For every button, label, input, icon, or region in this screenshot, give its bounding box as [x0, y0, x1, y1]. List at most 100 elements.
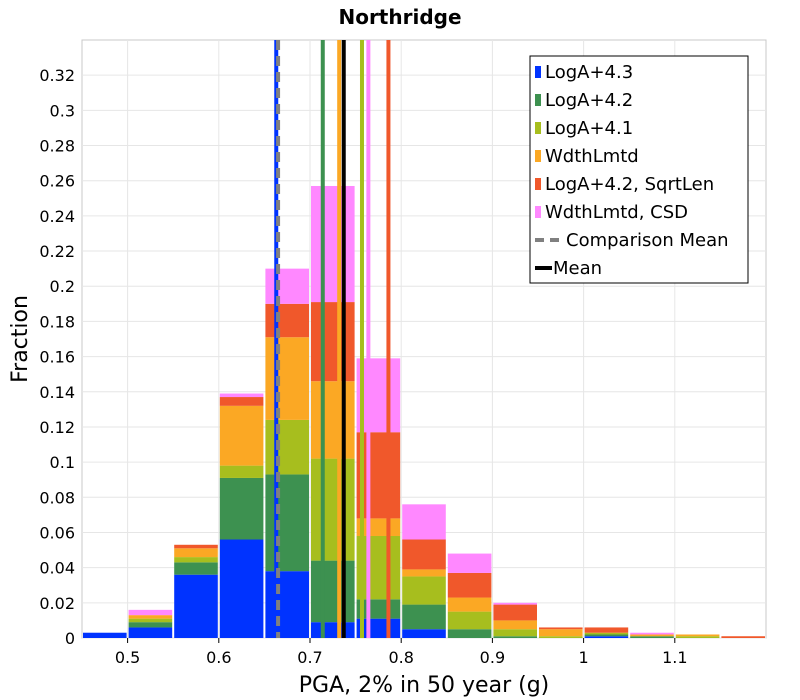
bar-loga-4-2 [174, 562, 218, 575]
y-tick-label: 0.24 [39, 207, 75, 226]
bar-wdthlmtd [539, 629, 583, 637]
bar-loga-4-3 [174, 574, 218, 638]
x-tick-label: 0.7 [297, 648, 322, 667]
x-axis-label: PGA, 2% in 50 year (g) [299, 673, 550, 698]
bar-loga-4-2 [219, 477, 264, 540]
bar-wdthlmtd-csd [219, 393, 264, 398]
y-tick-label: 0.02 [39, 594, 75, 613]
bar-loga-4-2 [584, 634, 629, 637]
bar-wdthlmtd [402, 569, 446, 577]
x-tick-label: 0.8 [388, 648, 413, 667]
y-axis-label: Fraction [8, 295, 33, 383]
legend-swatch [535, 178, 541, 190]
bar-loga-4-3 [402, 629, 446, 638]
bar-loga-4-1 [675, 636, 720, 638]
bar-loga-4-2-sqrtlen [584, 627, 629, 633]
bar-loga-4-2-sqrtlen [265, 303, 309, 338]
bar-loga-4-2-sqrtlen [447, 572, 492, 598]
legend-swatch [535, 150, 541, 162]
x-tick-label: 0.5 [115, 648, 140, 667]
bar-wdthlmtd [493, 620, 537, 630]
bar-loga-4-3 [128, 627, 173, 638]
bar-loga-4-1 [402, 576, 446, 605]
bar-loga-4-3 [265, 571, 309, 638]
legend-entry: LogA+4.2 [545, 90, 633, 111]
bar-loga-4-2 [311, 560, 355, 623]
bar-wdthlmtd-csd [265, 268, 309, 304]
legend-box [529, 55, 749, 284]
y-tick-label: 0.04 [39, 559, 75, 578]
x-tick-label: 0.9 [480, 648, 505, 667]
bar-loga-4-2 [402, 604, 446, 630]
bar-loga-4-2 [493, 636, 537, 638]
chart-title: Northridge [338, 5, 461, 29]
legend-swatch [535, 206, 541, 218]
x-tick-label: 1.1 [662, 648, 687, 667]
bar-loga-4-2 [265, 474, 309, 572]
legend-entry: LogA+4.1 [545, 118, 633, 139]
bar-loga-4-3 [83, 632, 127, 638]
y-tick-label: 0.16 [39, 348, 75, 367]
bar-wdthlmtd [219, 405, 264, 466]
bar-loga-4-1 [447, 611, 492, 630]
bar-loga-4-3 [584, 636, 629, 638]
y-tick-label: 0.28 [39, 137, 75, 156]
bar-wdthlmtd [128, 615, 173, 619]
legend: LogA+4.3 LogA+4.2 LogA+4.1 WdthLmtd LogA+4.2… [529, 55, 749, 284]
legend-swatch [535, 122, 541, 134]
legend-entry: LogA+4.2, SqrtLen [545, 174, 714, 195]
bar-loga-4-1 [539, 636, 583, 638]
bar-loga-4-1 [128, 618, 173, 623]
y-tick-label: 0.1 [50, 453, 75, 472]
bar-wdthlmtd-csd [447, 553, 492, 573]
bar-loga-4-1 [311, 458, 355, 561]
legend-swatch [535, 94, 541, 106]
bar-loga-4-3 [219, 539, 264, 638]
bar-wdthlmtd-csd [128, 609, 173, 616]
bar-loga-4-2-sqrtlen [311, 302, 355, 382]
legend-entry: LogA+4.3 [545, 62, 633, 83]
legend-entry: WdthLmtd, CSD [545, 202, 688, 223]
y-tick-label: 0.12 [39, 418, 75, 437]
bar-loga-4-3 [311, 622, 355, 638]
bar-wdthlmtd-csd [311, 185, 355, 303]
y-tick-label: 0.32 [39, 66, 75, 85]
y-tick-label: 0.14 [39, 383, 75, 402]
bar-wdthlmtd [675, 634, 720, 637]
bar-loga-4-1 [219, 465, 264, 478]
y-tick-label: 0.06 [39, 523, 75, 542]
bar-loga-4-2 [630, 636, 674, 638]
bar-wdthlmtd [174, 548, 218, 558]
bar-wdthlmtd-csd [630, 632, 674, 635]
bar-wdthlmtd [447, 597, 492, 612]
legend-swatch [535, 66, 541, 78]
bar-wdthlmtd-csd [493, 602, 537, 605]
y-tick-label: 0.08 [39, 488, 75, 507]
y-tick-label: 0.18 [39, 312, 75, 331]
bar-loga-4-2 [447, 629, 492, 638]
bar-loga-4-2-sqrtlen [402, 539, 446, 570]
bar-wdthlmtd-csd [402, 504, 446, 540]
bar-loga-4-2-sqrtlen [721, 636, 765, 638]
bar-loga-4-2 [128, 622, 173, 628]
bar-loga-4-1 [265, 419, 309, 475]
bar-wdthlmtd [630, 634, 674, 637]
y-tick-label: 0.3 [50, 101, 75, 120]
y-tick-label: 0.26 [39, 172, 75, 191]
bar-wdthlmtd [311, 381, 355, 459]
legend-entry: Comparison Mean [566, 230, 729, 251]
bar-loga-4-2-sqrtlen [219, 397, 264, 406]
bar-loga-4-1 [584, 632, 629, 635]
bar-loga-4-1 [174, 557, 218, 563]
bar-loga-4-2-sqrtlen [493, 604, 537, 621]
bar-wdthlmtd [265, 337, 309, 420]
legend-entry: WdthLmtd [545, 146, 639, 167]
y-tick-label: 0.2 [50, 277, 75, 296]
x-tick-label: 0.6 [206, 648, 231, 667]
bar-loga-4-2-sqrtlen [174, 544, 218, 549]
legend-entry: Mean [553, 258, 602, 279]
bar-loga-4-1 [493, 629, 537, 637]
bar-loga-4-2-sqrtlen [539, 627, 583, 630]
x-tick-label: 1 [579, 648, 589, 667]
